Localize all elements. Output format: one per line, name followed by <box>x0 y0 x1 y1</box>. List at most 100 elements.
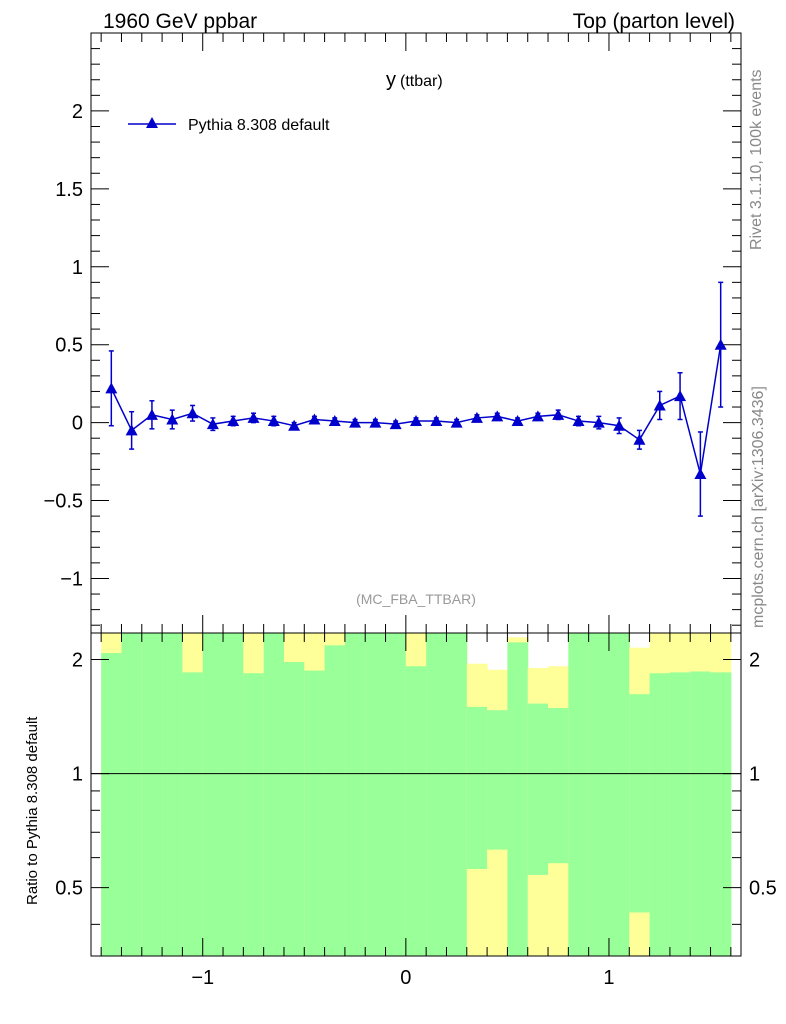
data-point <box>328 415 341 427</box>
data-point <box>206 418 219 430</box>
data-point <box>430 415 443 427</box>
data-point <box>674 390 687 402</box>
data-point <box>105 382 118 394</box>
ratio-band-inner <box>304 670 326 956</box>
ratio-band-inner <box>202 633 224 956</box>
ratio-band-inner <box>385 633 407 956</box>
ratio-band-inner <box>568 633 590 956</box>
header-right: Top (parton level) <box>573 10 735 33</box>
data-point <box>349 416 362 428</box>
data-point <box>166 413 179 425</box>
data-point <box>369 416 382 428</box>
ratio-y-tick-label: 0.5 <box>55 878 83 900</box>
ratio-band-inner <box>243 673 265 956</box>
side-label-rivet: Rivet 3.1.10, 100k events <box>748 69 765 250</box>
data-point <box>633 433 646 445</box>
ratio-y-tick-label-right: 2 <box>749 650 760 672</box>
y-tick-label: −1 <box>60 568 83 590</box>
data-point <box>470 411 483 423</box>
data-point <box>511 415 524 427</box>
ratio-band-inner <box>162 633 183 956</box>
data-point <box>145 408 158 420</box>
plot-title-main: y <box>386 69 396 91</box>
ratio-band-inner <box>629 694 651 913</box>
ratio-band-inner <box>548 707 569 864</box>
ratio-band-inner <box>507 642 529 956</box>
analysis-label: (MC_FBA_TTBAR) <box>356 591 476 607</box>
ratio-band-inner <box>365 633 387 956</box>
data-point <box>227 415 240 427</box>
ratio-band-inner <box>466 706 488 869</box>
ratio-panel: 0.5 0.5 1 1 2 2 −1 0 1 Ratio to Pythia 8.308 de… <box>24 632 777 989</box>
data-point <box>125 424 138 436</box>
ratio-band-inner <box>527 703 549 875</box>
ratio-x-axis: −1 0 1 <box>100 633 732 989</box>
data-point <box>308 413 321 425</box>
ratio-y-tick-label-right: 1 <box>749 764 760 786</box>
data-point <box>694 468 707 480</box>
y-tick-label: 2 <box>72 101 83 123</box>
ratio-band-inner <box>710 672 732 956</box>
legend-label: Pythia 8.308 default <box>188 117 330 134</box>
main-y-axis: −1 −0.5 0 0.5 1 1.5 2 <box>44 48 741 626</box>
ratio-band-inner <box>446 633 468 956</box>
data-point <box>592 416 605 428</box>
y-tick-label: 1.5 <box>55 179 83 201</box>
plot-title-sub: (ttbar) <box>400 73 443 90</box>
x-tick-label: 1 <box>603 967 614 989</box>
ratio-frame <box>90 632 742 957</box>
data-point <box>613 419 626 431</box>
ratio-band-inner <box>405 666 427 956</box>
y-tick-label: 1 <box>72 257 83 279</box>
data-point <box>450 416 463 428</box>
ratio-band-inner <box>690 671 712 956</box>
data-point <box>410 415 422 427</box>
y-tick-label: −0.5 <box>44 491 83 513</box>
x-tick-label: 0 <box>400 967 411 989</box>
legend: Pythia 8.308 default <box>128 117 330 134</box>
data-point <box>247 411 260 423</box>
series-pythia <box>105 281 727 517</box>
ratio-ylabel: Ratio to Pythia 8.308 default <box>24 716 41 905</box>
ratio-band-inner <box>669 672 691 956</box>
data-point <box>552 408 565 420</box>
ratio-bands <box>101 633 732 956</box>
ratio-band-inner <box>426 633 447 956</box>
data-point <box>653 399 666 411</box>
ratio-band-inner <box>182 672 204 956</box>
legend-marker <box>146 117 158 128</box>
ratio-band-inner <box>263 633 285 956</box>
ratio-band-inner <box>344 633 366 956</box>
data-point <box>531 410 544 422</box>
ratio-y-tick-label-right: 0.5 <box>749 878 777 900</box>
ratio-band-inner <box>649 673 671 956</box>
ratio-band-inner <box>283 662 305 956</box>
ratio-y-tick-label: 2 <box>72 650 83 672</box>
ratio-band-inner <box>487 710 508 850</box>
data-point <box>714 338 727 350</box>
header-left: 1960 GeV ppbar <box>103 10 257 33</box>
y-tick-label: 0.5 <box>55 335 83 357</box>
data-point <box>389 418 402 430</box>
data-point <box>491 410 504 422</box>
data-point <box>288 419 301 431</box>
ratio-band-inner <box>608 633 630 956</box>
main-x-axis <box>100 33 732 633</box>
ratio-band-inner <box>121 633 143 956</box>
x-tick-label: −1 <box>191 967 214 989</box>
y-tick-label: 0 <box>72 413 83 435</box>
data-point <box>267 415 280 427</box>
data-point <box>186 407 199 419</box>
ratio-y-tick-label: 1 <box>72 764 83 786</box>
ratio-band-inner <box>101 653 122 956</box>
ratio-band-inner <box>324 645 346 956</box>
main-panel: −1 −0.5 0 0.5 1 1.5 2 y (ttbar) Pythia 8.308 d… <box>44 32 742 634</box>
ratio-y-axis: 0.5 0.5 1 1 2 2 <box>55 650 777 925</box>
data-point <box>572 415 585 427</box>
series-line <box>110 344 722 475</box>
side-label-mcplots: mcplots.cern.ch [arXiv:1306.3436] <box>750 386 767 628</box>
ratio-band-inner <box>588 633 610 956</box>
ratio-band-inner <box>223 633 244 956</box>
ratio-band-inner <box>141 633 163 956</box>
